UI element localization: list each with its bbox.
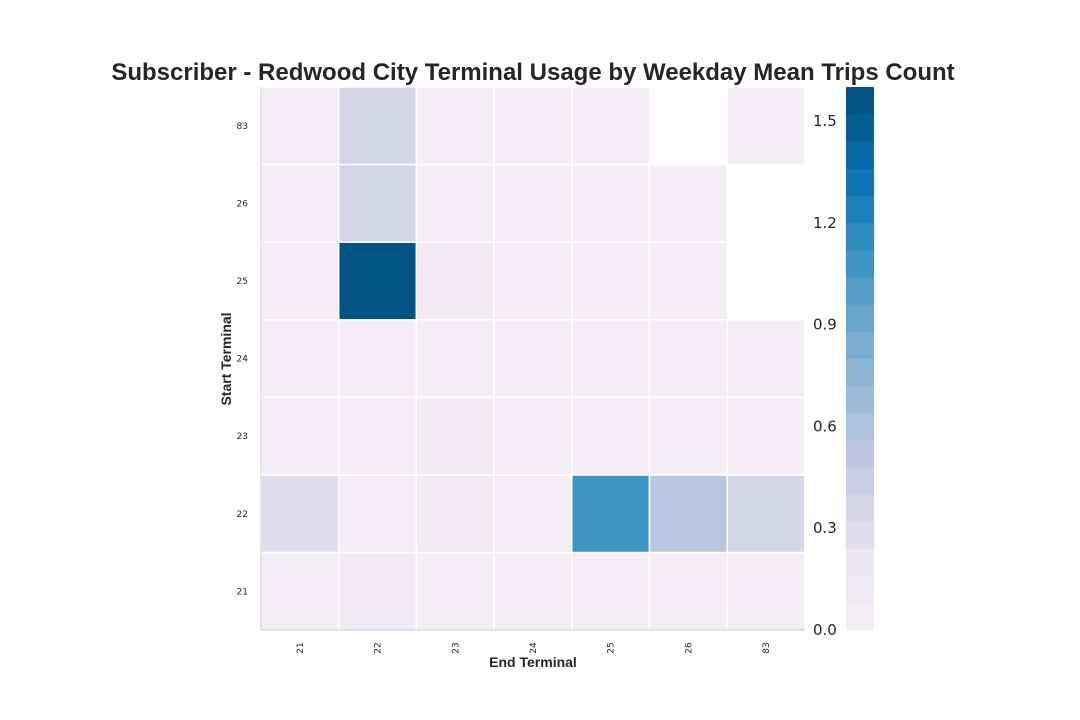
heatmap-cell-26-26 — [648, 163, 728, 243]
heatmap-cell-24-24 — [493, 319, 573, 399]
colorbar-segment — [846, 494, 874, 522]
colorbar-segment — [846, 548, 874, 577]
heatmap-cell-22-21 — [260, 474, 340, 554]
heatmap-cell-21-22 — [337, 551, 418, 631]
heatmap-cell-23-22 — [337, 396, 418, 476]
colorbar-segment — [846, 412, 874, 441]
x-tick-label: 21 — [296, 642, 306, 653]
colorbar-segment — [846, 114, 874, 142]
y-tick-label: 23 — [237, 432, 248, 442]
x-tick-label: 83 — [762, 642, 772, 653]
x-axis-label: End Terminal — [489, 654, 577, 670]
y-tick-label: 25 — [237, 277, 248, 287]
heatmap-cells — [260, 86, 806, 631]
heatmap-cell-22-24 — [493, 474, 573, 554]
heatmap-cell-24-25 — [571, 319, 651, 399]
heatmap-cell-21-26 — [648, 551, 728, 631]
colorbar-segment — [846, 304, 874, 332]
heatmap-cell-25-24 — [493, 241, 573, 321]
heatmap-cell-21-21 — [260, 551, 340, 631]
heatmap-cell-83-21 — [260, 86, 340, 166]
heatmap-cell-83-22 — [337, 86, 418, 166]
heatmap-cell-22-22 — [337, 474, 418, 554]
chart-title: Subscriber - Redwood City Terminal Usage… — [111, 59, 954, 86]
heatmap-cell-25-21 — [260, 241, 340, 321]
colorbar-tick-labels: 0.0 0.3 0.6 0.9 1.2 1.5 — [813, 112, 837, 639]
heatmap-cell-23-25 — [571, 396, 651, 476]
heatmap-cell-21-25 — [571, 551, 651, 631]
x-tick-label: 26 — [684, 642, 694, 654]
heatmap-cell-26-21 — [260, 163, 340, 243]
heatmap-cell-83-83 — [726, 86, 806, 166]
heatmap-cell-23-24 — [493, 396, 573, 476]
heatmap-cell-83-23 — [415, 86, 495, 166]
heatmap-cell-24-23 — [415, 319, 495, 399]
colorbar-segment — [846, 467, 874, 495]
x-tick-labels: 21 22 23 24 25 26 83 — [296, 642, 772, 654]
heatmap-cell-24-22 — [337, 319, 418, 399]
heatmap-cell-26-23 — [415, 163, 495, 243]
y-tick-label: 21 — [237, 587, 248, 597]
colorbar-segment — [846, 195, 874, 224]
heatmap-cell-24-83 — [726, 319, 806, 399]
colorbar-segment — [846, 141, 874, 169]
heatmap-cell-26-24 — [493, 163, 573, 243]
x-tick-label: 22 — [374, 642, 384, 653]
heatmap-cell-25-26 — [648, 241, 728, 321]
colorbar — [846, 87, 874, 631]
heatmap-cell-24-26 — [648, 319, 728, 399]
colorbar-segment — [846, 222, 874, 251]
heatmap-cell-23-23 — [415, 396, 495, 476]
colorbar-tick-label: 0.9 — [813, 316, 837, 334]
colorbar-segment — [846, 521, 874, 549]
colorbar-tick-label: 1.2 — [813, 214, 837, 232]
heatmap-cell-83-25 — [571, 86, 651, 166]
colorbar-segment — [846, 277, 874, 305]
heatmap-cell-23-83 — [726, 396, 806, 476]
y-tick-labels: 83 26 25 24 23 22 21 — [237, 122, 249, 598]
heatmap-cell-25-23 — [415, 241, 495, 321]
heatmap-cell-83-24 — [493, 86, 573, 166]
heatmap-cell-24-21 — [260, 319, 340, 399]
heatmap-cell-23-21 — [260, 396, 340, 476]
colorbar-tick-label: 0.6 — [813, 417, 837, 435]
y-axis-label: Start Terminal — [218, 312, 234, 405]
heatmap-cell-22-23 — [415, 474, 495, 554]
colorbar-segment — [846, 439, 874, 468]
heatmap-cell-26-22 — [337, 163, 418, 243]
heatmap-cell-26-25 — [571, 163, 651, 243]
colorbar-segment — [846, 168, 874, 196]
heatmap-cell-23-26 — [648, 396, 728, 476]
colorbar-segment — [846, 602, 874, 631]
colorbar-segment — [846, 358, 874, 387]
heatmap-cell-22-25 — [571, 474, 651, 554]
y-tick-label: 24 — [237, 355, 249, 365]
x-tick-label: 23 — [451, 642, 461, 653]
heatmap-cell-22-26 — [648, 474, 728, 554]
colorbar-segment — [846, 575, 874, 604]
heatmap-cell-25-25 — [571, 241, 651, 321]
y-tick-label: 26 — [237, 199, 249, 209]
colorbar-segment — [846, 385, 874, 414]
colorbar-segment — [846, 87, 874, 115]
x-tick-label: 24 — [529, 642, 539, 654]
colorbar-tick-label: 0.0 — [813, 621, 837, 639]
x-tick-label: 25 — [607, 642, 617, 653]
heatmap-cell-21-24 — [493, 551, 573, 631]
colorbar-segment — [846, 249, 874, 278]
y-tick-label: 22 — [237, 510, 248, 520]
heatmap-cell-21-83 — [726, 551, 806, 631]
heatmap-cell-22-83 — [726, 474, 806, 554]
heatmap-cell-21-23 — [415, 551, 495, 631]
y-tick-label: 83 — [237, 122, 248, 132]
heatmap-cell-25-22 — [337, 241, 418, 321]
colorbar-tick-label: 1.5 — [813, 112, 837, 130]
colorbar-segment — [846, 331, 874, 359]
colorbar-tick-label: 0.3 — [813, 519, 837, 537]
